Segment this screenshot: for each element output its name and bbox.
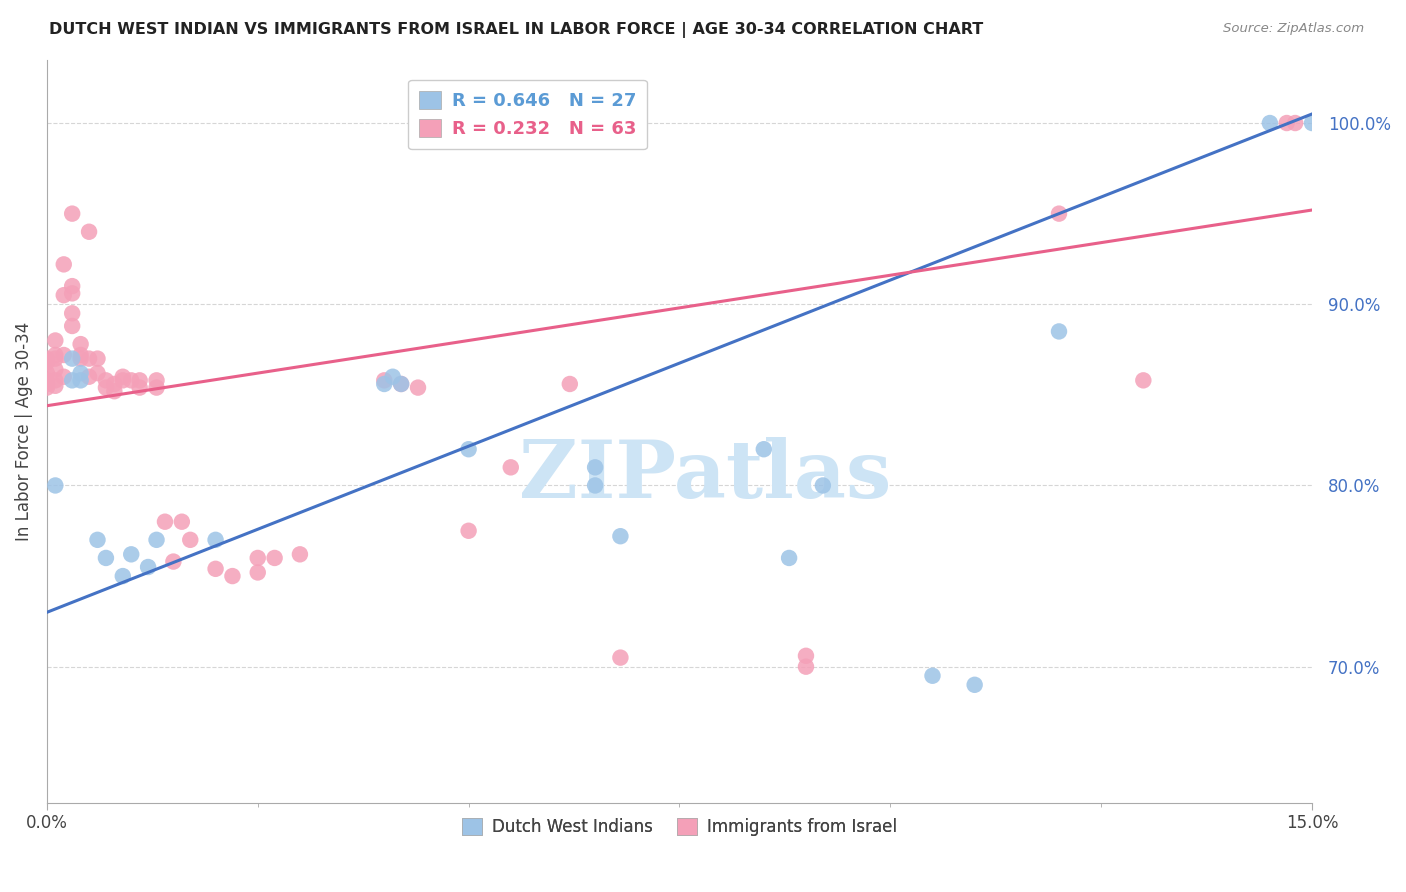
- Point: [52, 257, 75, 271]
- Point: [246, 566, 269, 580]
- Point: [145, 373, 167, 387]
- Point: [94, 551, 117, 566]
- Point: [77, 351, 100, 366]
- Point: [60, 306, 83, 320]
- Point: [103, 384, 125, 399]
- Point: [389, 376, 412, 391]
- Point: [35, 373, 58, 387]
- Point: [778, 551, 800, 566]
- Point: [86, 351, 108, 366]
- Point: [583, 478, 606, 492]
- Point: [153, 515, 176, 529]
- Point: [1047, 207, 1070, 221]
- Point: [583, 460, 606, 475]
- Point: [60, 279, 83, 293]
- Point: [44, 334, 66, 348]
- Point: [60, 207, 83, 221]
- Point: [60, 286, 83, 301]
- Point: [1301, 116, 1323, 130]
- Point: [69, 373, 91, 387]
- Point: [204, 562, 226, 576]
- Legend: Dutch West Indians, Immigrants from Israel: Dutch West Indians, Immigrants from Isra…: [456, 811, 904, 843]
- Point: [44, 379, 66, 393]
- Point: [77, 369, 100, 384]
- Point: [35, 355, 58, 369]
- Point: [69, 366, 91, 380]
- Point: [288, 547, 311, 561]
- Point: [111, 369, 134, 384]
- Point: [1284, 116, 1306, 130]
- Point: [145, 381, 167, 395]
- Point: [35, 376, 58, 391]
- Point: [406, 381, 429, 395]
- Point: [457, 524, 479, 538]
- Point: [558, 376, 581, 391]
- Point: [381, 369, 404, 384]
- Point: [120, 547, 142, 561]
- Point: [111, 373, 134, 387]
- Point: [77, 225, 100, 239]
- Point: [52, 369, 75, 384]
- Point: [145, 533, 167, 547]
- Point: [1275, 116, 1298, 130]
- Point: [52, 288, 75, 302]
- Point: [44, 348, 66, 362]
- Point: [136, 560, 159, 574]
- Point: [86, 366, 108, 380]
- Point: [499, 460, 522, 475]
- Point: [921, 669, 943, 683]
- Point: [162, 555, 184, 569]
- Point: [1047, 325, 1070, 339]
- Point: [44, 478, 66, 492]
- Point: [44, 351, 66, 366]
- Point: [94, 373, 117, 387]
- Point: [60, 318, 83, 333]
- Text: DUTCH WEST INDIAN VS IMMIGRANTS FROM ISRAEL IN LABOR FORCE | AGE 30-34 CORRELATI: DUTCH WEST INDIAN VS IMMIGRANTS FROM ISR…: [49, 22, 983, 38]
- Point: [1258, 116, 1281, 130]
- Point: [609, 529, 631, 543]
- Point: [69, 351, 91, 366]
- Point: [35, 366, 58, 380]
- Point: [120, 373, 142, 387]
- Point: [963, 678, 986, 692]
- Point: [373, 376, 395, 391]
- Point: [609, 650, 631, 665]
- Text: ZIPatlas: ZIPatlas: [519, 437, 891, 515]
- Point: [221, 569, 243, 583]
- Point: [44, 362, 66, 376]
- Point: [69, 348, 91, 362]
- Point: [246, 551, 269, 566]
- Point: [170, 515, 193, 529]
- Point: [103, 376, 125, 391]
- Point: [35, 381, 58, 395]
- Point: [111, 569, 134, 583]
- Point: [128, 373, 150, 387]
- Point: [457, 442, 479, 457]
- Point: [94, 381, 117, 395]
- Point: [373, 373, 395, 387]
- Point: [69, 337, 91, 351]
- Point: [389, 376, 412, 391]
- Point: [263, 551, 285, 566]
- Point: [60, 373, 83, 387]
- Point: [204, 533, 226, 547]
- Text: Source: ZipAtlas.com: Source: ZipAtlas.com: [1223, 22, 1364, 36]
- Point: [752, 442, 775, 457]
- Point: [128, 381, 150, 395]
- Point: [811, 478, 834, 492]
- Point: [60, 351, 83, 366]
- Point: [35, 351, 58, 366]
- Point: [86, 533, 108, 547]
- Point: [794, 648, 817, 663]
- Point: [44, 373, 66, 387]
- Point: [1132, 373, 1154, 387]
- Point: [179, 533, 201, 547]
- Y-axis label: In Labor Force | Age 30-34: In Labor Force | Age 30-34: [15, 321, 32, 541]
- Point: [794, 659, 817, 673]
- Point: [52, 348, 75, 362]
